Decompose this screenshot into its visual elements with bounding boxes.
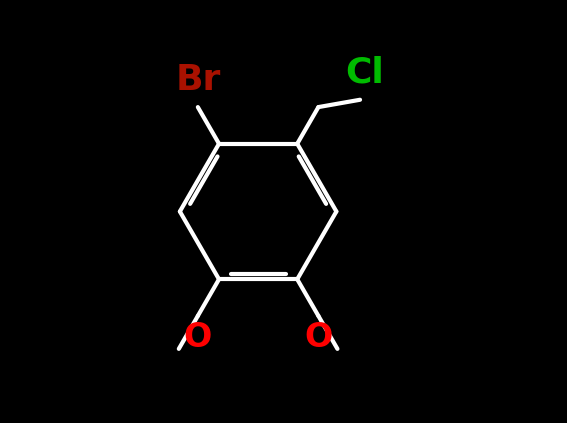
Text: Br: Br	[175, 63, 221, 96]
Text: Cl: Cl	[345, 55, 384, 89]
Text: O: O	[304, 321, 332, 354]
Text: O: O	[184, 321, 212, 354]
